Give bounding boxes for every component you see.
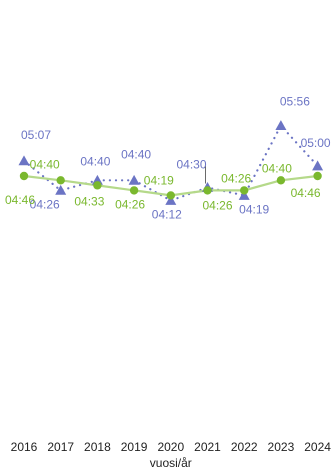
series-1-circle-marker	[276, 176, 286, 185]
series-1-data-label: 04:19	[144, 173, 174, 187]
series-1-data-label: 04:40	[262, 161, 292, 175]
x-tick-label: 2023	[268, 440, 295, 454]
series-0-triangle-marker	[238, 189, 250, 200]
series-0-triangle-marker	[55, 184, 67, 195]
x-tick-label: 2018	[84, 440, 111, 454]
x-tick-label: 2020	[157, 440, 184, 454]
series-1-circle-marker	[240, 186, 249, 195]
x-tick-label: 2017	[47, 440, 74, 454]
series-0-data-label: 05:07	[21, 128, 51, 142]
x-tick-label: 2024	[304, 440, 331, 454]
series-0-data-label: 04:12	[152, 208, 182, 222]
series-1-circle-marker	[129, 186, 139, 195]
series-1-circle-marker	[313, 171, 322, 181]
x-axis-ticks: 2016 2017 2018 2019 2020 2021 2022 2023 2024	[11, 440, 332, 454]
series-0-triangle-marker	[312, 160, 324, 171]
x-tick-label: 2021	[194, 440, 221, 454]
x-tick-label: 2022	[231, 440, 258, 454]
series-0-data-label: 04:26	[30, 197, 60, 211]
series-1-data-label: 04:33	[74, 194, 104, 208]
series-0-data-label: 04:19	[239, 202, 269, 216]
series-0-triangle-marker	[275, 120, 287, 130]
series-1-data-label: 04:40	[30, 157, 60, 171]
series-0-triangle-marker	[18, 155, 30, 166]
series-1-data-label: 04:26	[221, 171, 251, 185]
series-1-circle-marker	[56, 176, 65, 185]
series-0-data-label: 04:30	[176, 158, 206, 172]
series-markers	[18, 120, 324, 205]
series-0-data-label: 04:40	[121, 147, 151, 161]
x-tick-label: 2016	[11, 440, 38, 454]
series-1-data-label: 04:46	[291, 186, 321, 200]
series-0-triangle-marker	[165, 194, 177, 205]
series-0-data-label: 05:00	[301, 136, 331, 150]
series-1-circle-marker	[19, 171, 29, 181]
series-1-data-label: 04:26	[115, 197, 145, 211]
series-1-circle-marker	[93, 181, 102, 190]
series-1-circle-marker	[203, 186, 212, 195]
series-0-data-label: 05:56	[280, 95, 310, 109]
x-axis-title: vuosi/år	[150, 456, 192, 470]
series-0-data-label: 04:40	[80, 154, 110, 168]
series-1-data-label: 04:46	[5, 193, 35, 207]
x-tick-label: 2019	[121, 440, 148, 454]
series-0-triangle-marker	[128, 174, 140, 185]
series-1-circle-marker	[166, 191, 175, 200]
series-1-data-label: 04:26	[202, 198, 232, 212]
